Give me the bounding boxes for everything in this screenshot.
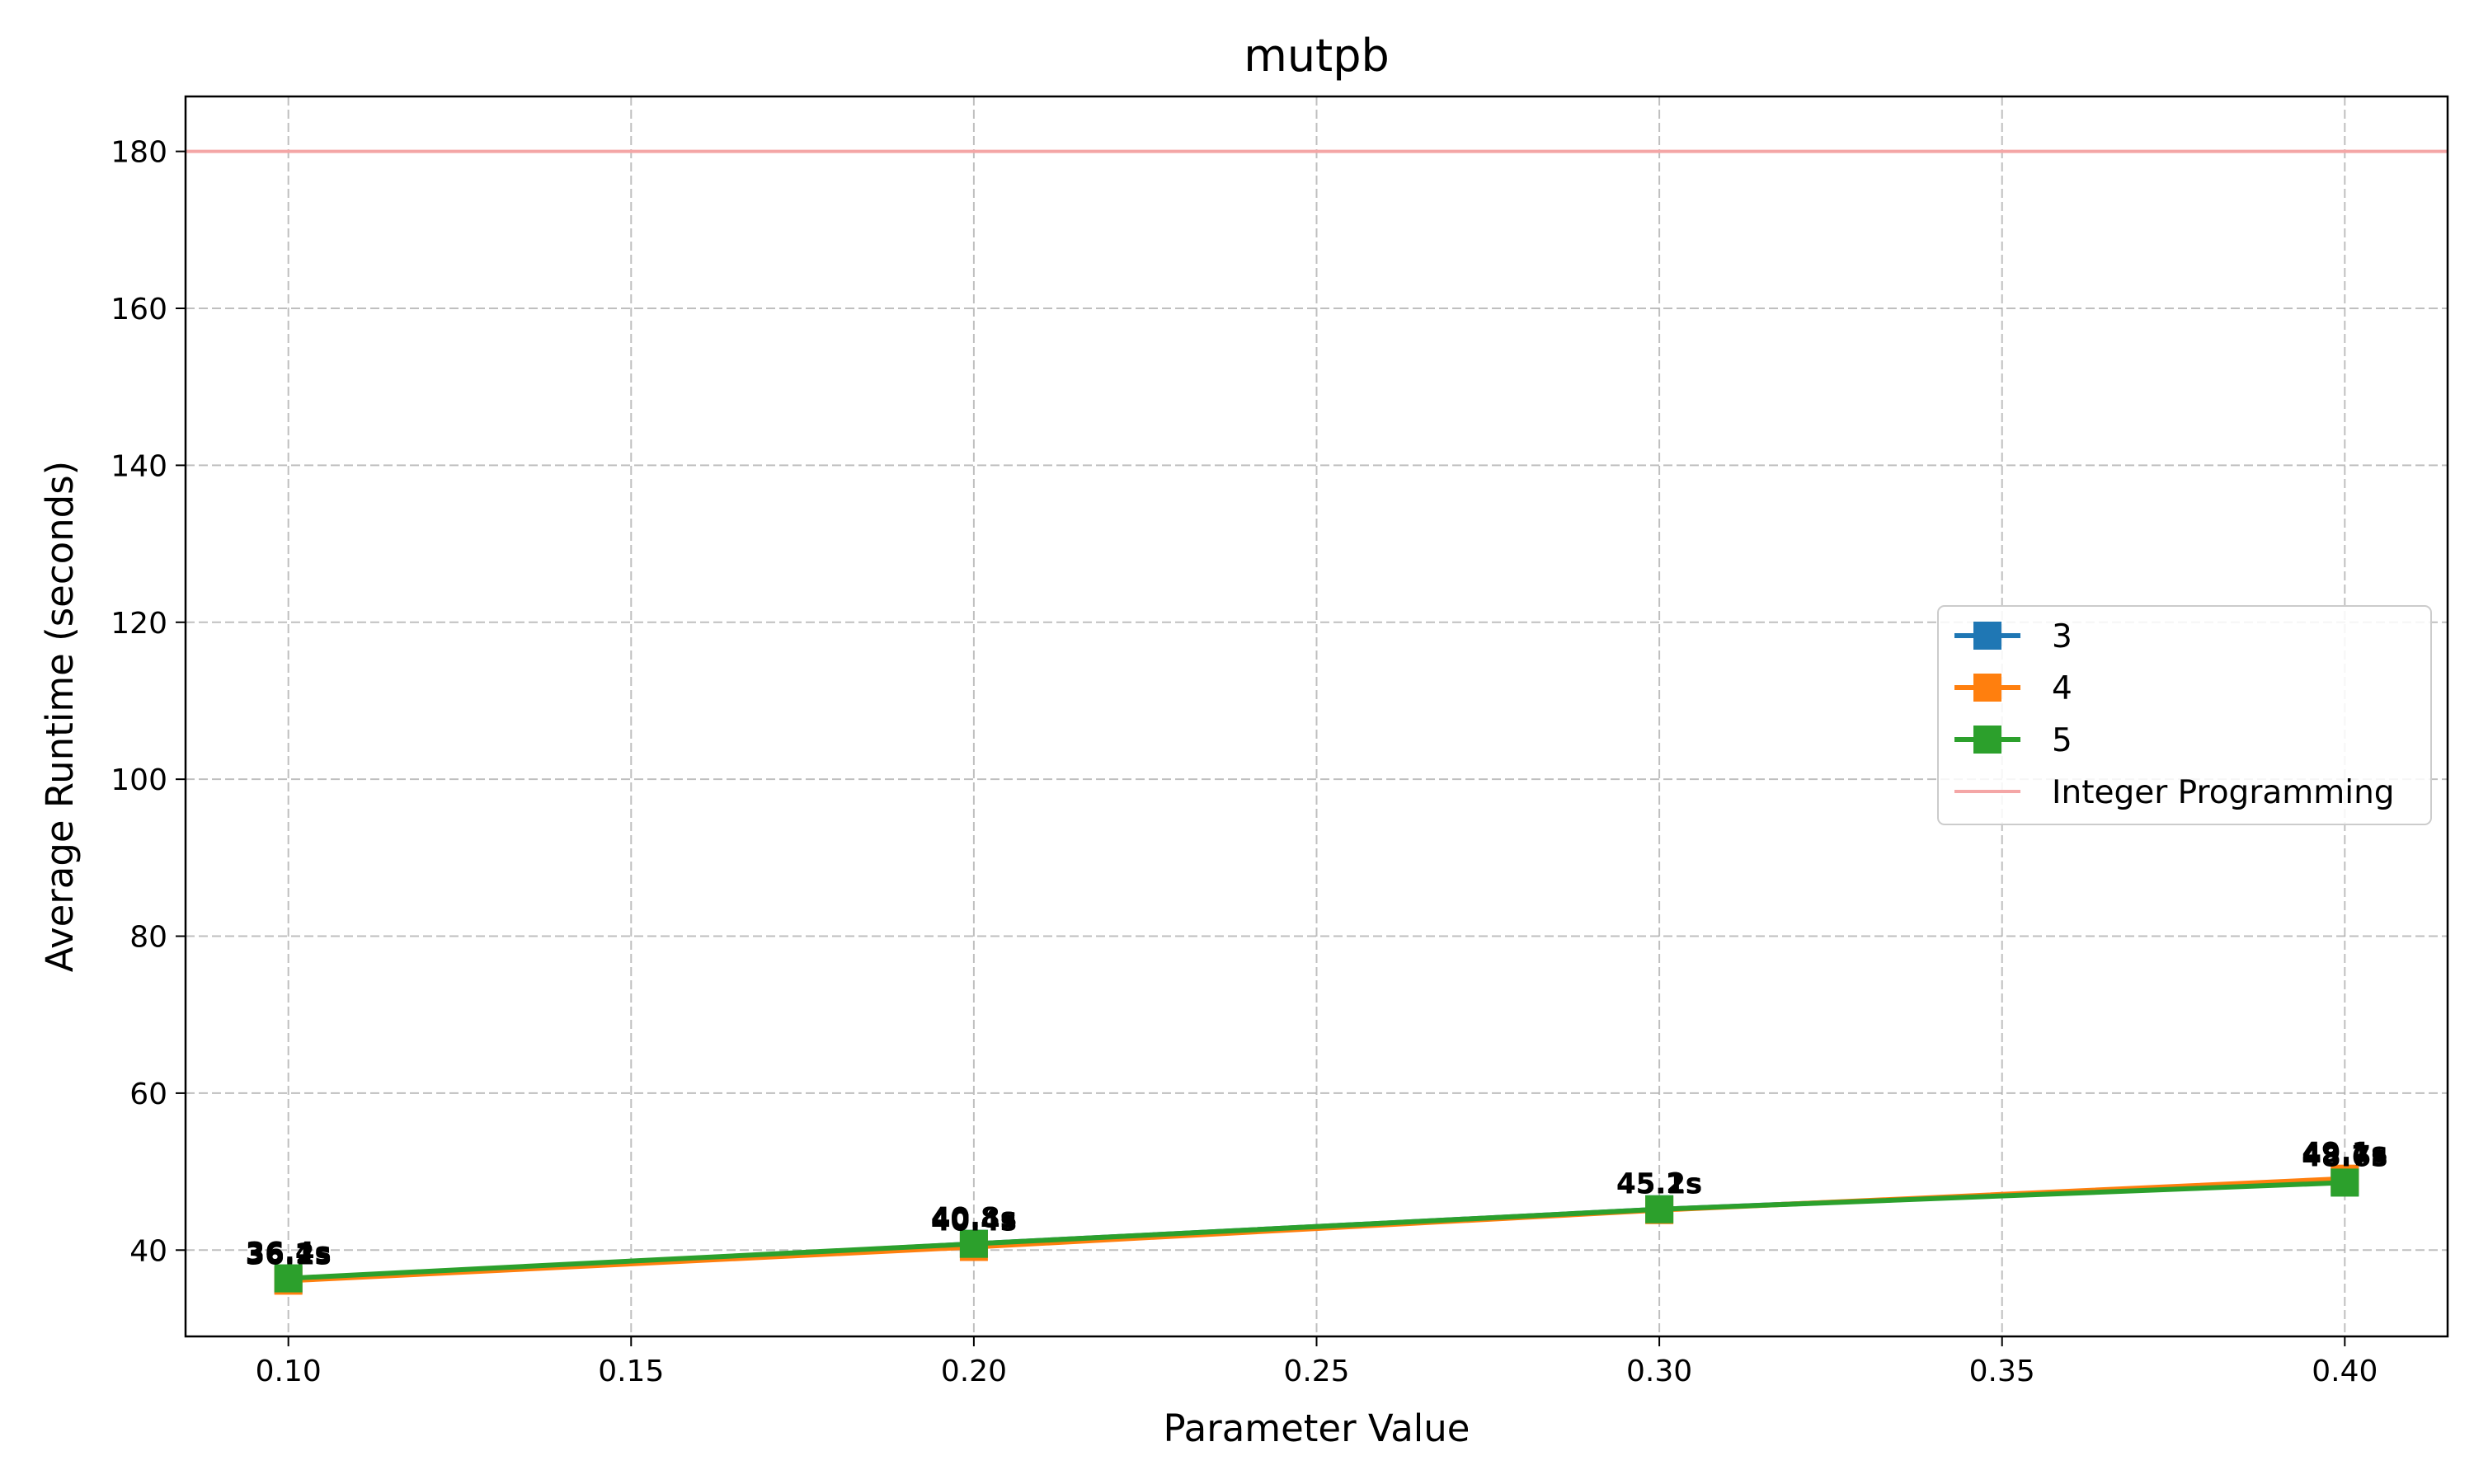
legend-label: 3	[2052, 618, 2072, 655]
data-label-3: 40.8s	[931, 1202, 1017, 1235]
series-point-5	[274, 1264, 303, 1293]
data-label-4: 40.4s	[931, 1205, 1017, 1237]
x-tick-label: 0.40	[2312, 1355, 2378, 1388]
series-point-5	[2331, 1168, 2359, 1197]
data-label-layer: 36.2s 40.8s 45.2s 48.7s 36.1s 40.4s 45.1s 49.1s…	[246, 1137, 2388, 1272]
data-label-3: 36.2s	[246, 1237, 332, 1270]
series-layer	[274, 1164, 2359, 1295]
legend-label: 4	[2052, 670, 2072, 707]
y-tick-label: 60	[129, 1078, 167, 1111]
legend-marker-5	[1973, 726, 2001, 754]
x-tick-label: 0.30	[1626, 1355, 1692, 1388]
x-tick-label: 0.25	[1283, 1355, 1349, 1388]
x-tick-label: 0.35	[1969, 1355, 2035, 1388]
y-axis-ticks: 40 60 80 100 120 140 160 180	[111, 136, 186, 1268]
y-tick-label: 120	[111, 607, 167, 641]
x-tick-label: 0.10	[256, 1355, 322, 1388]
y-tick-label: 80	[129, 921, 167, 955]
legend-label: 5	[2052, 722, 2072, 759]
data-label-3: 45.2s	[1616, 1167, 1702, 1200]
y-tick-label: 100	[111, 763, 167, 797]
data-label-4: 36.1s	[246, 1238, 332, 1271]
series-line-5	[288, 1180, 2345, 1281]
y-axis-label: Average Runtime (seconds)	[38, 461, 82, 972]
data-label-4: 49.1s	[2302, 1137, 2387, 1170]
y-tick-label: 140	[111, 449, 167, 483]
legend-marker-4	[1973, 674, 2001, 702]
x-axis-ticks: 0.10 0.15 0.20 0.25 0.30 0.35 0.40	[256, 1336, 2378, 1388]
data-label-3: 48.7s	[2302, 1139, 2387, 1172]
data-label-5: 40.8s	[931, 1202, 1017, 1235]
series-point-5	[959, 1229, 988, 1258]
chart-title: mutpb	[1244, 30, 1390, 82]
data-label-5: 48.6s	[2302, 1140, 2387, 1173]
x-tick-label: 0.20	[941, 1355, 1007, 1388]
series-point-5	[1645, 1195, 1674, 1223]
y-tick-label: 180	[111, 136, 167, 170]
y-tick-label: 160	[111, 293, 167, 326]
x-tick-label: 0.15	[598, 1355, 664, 1388]
legend-marker-3	[1973, 622, 2001, 650]
data-label-4: 45.1s	[1616, 1168, 1702, 1201]
data-label-5: 36.4s	[246, 1237, 332, 1270]
legend: 3 4 5 Integer Programming	[1937, 605, 2432, 825]
legend-label: Integer Programming	[2052, 774, 2395, 811]
y-tick-label: 40	[129, 1234, 167, 1268]
x-axis-label: Parameter Value	[1164, 1407, 1470, 1450]
legend-box	[1937, 605, 2432, 825]
data-label-5: 45.2s	[1616, 1167, 1702, 1200]
